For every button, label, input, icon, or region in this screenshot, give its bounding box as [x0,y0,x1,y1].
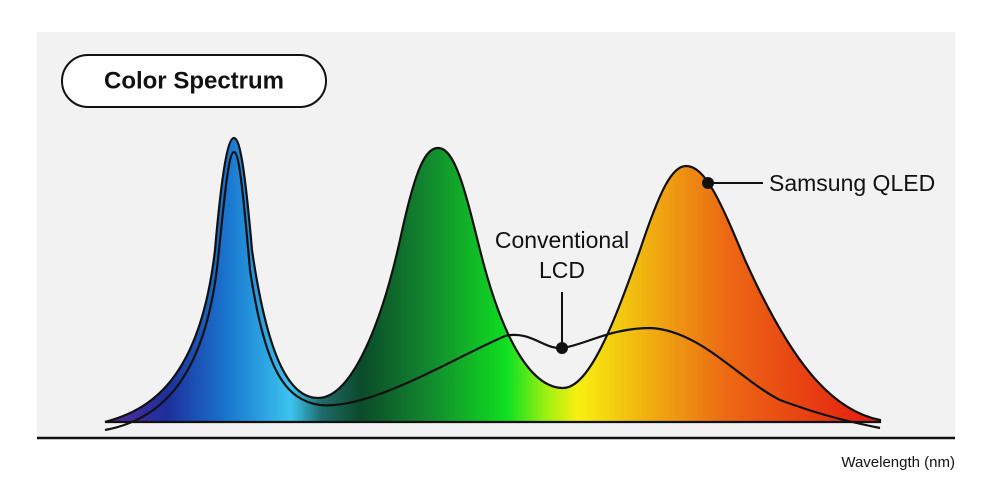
lcd-label: LCD [539,257,585,283]
axis-label: Wavelength (nm) [841,454,955,471]
lcd-curve [104,150,881,432]
title: Color Spectrum [104,67,284,94]
qled-label: Samsung QLED [769,170,935,196]
qled-marker [702,177,714,189]
title-pill [61,54,327,108]
lcd-label: Conventional [495,227,629,253]
qled-curve [104,136,882,424]
lcd-marker [556,342,568,354]
